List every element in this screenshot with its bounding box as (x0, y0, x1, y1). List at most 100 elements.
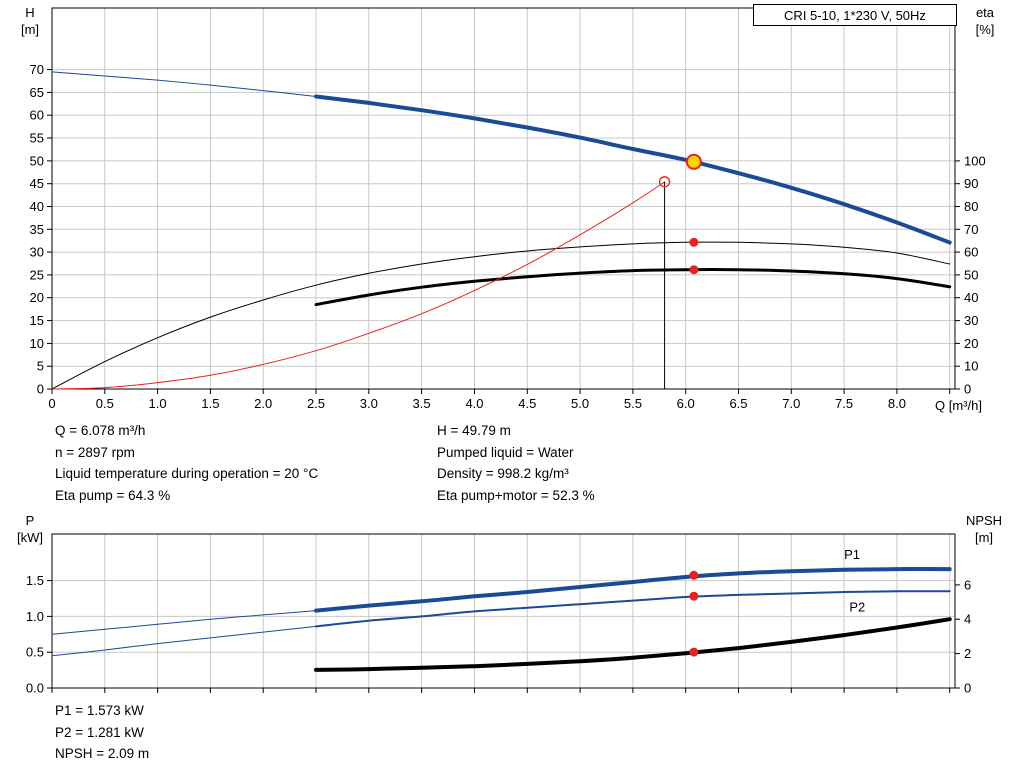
npsh-curve (314, 617, 952, 672)
svg-text:10: 10 (30, 336, 44, 351)
svg-text:6.5: 6.5 (729, 396, 747, 411)
duty-info-left: Q = 6.078 m³/h n = 2897 rpm Liquid tempe… (55, 420, 318, 506)
h-axis-title: H [m] (8, 4, 52, 38)
eta-pump-curve (51, 241, 951, 390)
power-info: P1 = 1.573 kW P2 = 1.281 kW NPSH = 2.09 … (55, 700, 149, 765)
duty-point (685, 153, 702, 170)
svg-text:55: 55 (30, 131, 44, 146)
power-npsh-chart: 0.0 0.5 1.0 1.5 0 2 4 6 P1 P2 (26, 533, 971, 696)
p1-duty (689, 570, 699, 580)
svg-text:1.0: 1.0 (26, 609, 44, 624)
svg-text:50: 50 (30, 153, 44, 168)
svg-text:5.5: 5.5 (624, 396, 642, 411)
info-line-eta-total: Eta pump+motor = 52.3 % (437, 487, 595, 503)
p-axis-symbol: P (25, 513, 35, 528)
svg-text:5: 5 (37, 359, 44, 374)
npsh-axis-symbol: NPSH (965, 513, 1003, 528)
svg-text:100: 100 (964, 153, 986, 168)
svg-text:3.5: 3.5 (413, 396, 431, 411)
eta-pump-duty (689, 237, 699, 247)
svg-text:0.0: 0.0 (26, 681, 44, 696)
svg-text:30: 30 (30, 245, 44, 260)
svg-text:0.5: 0.5 (96, 396, 114, 411)
svg-text:7.5: 7.5 (835, 396, 853, 411)
qh-eta-chart: 0 5 10 15 20 25 30 35 40 45 50 55 60 65 70 0 10 20 30 40 50 6… (30, 7, 986, 411)
svg-text:6: 6 (964, 577, 971, 592)
info-line-p2: P2 = 1.281 kW (55, 724, 144, 740)
svg-text:8.0: 8.0 (888, 396, 906, 411)
svg-text:45: 45 (30, 176, 44, 191)
series-label-p2: P2 (849, 599, 865, 614)
series-label-p1: P1 (844, 547, 860, 562)
npsh-axis-unit: [m] (974, 530, 994, 545)
svg-text:40: 40 (964, 290, 978, 305)
svg-text:1.5: 1.5 (201, 396, 219, 411)
p2-curve-low-flow (51, 625, 317, 657)
svg-text:30: 30 (964, 313, 978, 328)
info-line-p1: P1 = 1.573 kW (55, 703, 144, 718)
p-axis-unit: [kW] (17, 530, 43, 545)
svg-text:40: 40 (30, 199, 44, 214)
svg-text:4.0: 4.0 (465, 396, 483, 411)
svg-text:35: 35 (30, 222, 44, 237)
svg-text:50: 50 (964, 267, 978, 282)
svg-text:1.0: 1.0 (149, 396, 167, 411)
rated-point (658, 176, 671, 188)
p-axis-title: P [kW] (8, 512, 52, 546)
qh-curve-low-flow (51, 71, 317, 97)
svg-text:2.5: 2.5 (307, 396, 325, 411)
svg-text:7.0: 7.0 (782, 396, 800, 411)
npsh-axis-title: NPSH [m] (952, 512, 1016, 546)
pump-model-box: CRI 5-10, 1*230 V, 50Hz (753, 4, 957, 26)
svg-text:2.0: 2.0 (254, 396, 272, 411)
svg-text:10: 10 (964, 359, 978, 374)
info-line-speed: n = 2897 rpm (55, 444, 135, 460)
svg-text:1.5: 1.5 (26, 573, 44, 588)
svg-text:0: 0 (964, 681, 971, 696)
info-line-head: H = 49.79 m (437, 423, 511, 438)
svg-text:20: 20 (964, 336, 978, 351)
q-axis-title: Q [m³/h] (935, 398, 982, 413)
eta-pump-motor-duty (689, 265, 699, 275)
system-curve (51, 181, 666, 390)
svg-text:0: 0 (964, 382, 971, 397)
info-line-q: Q = 6.078 m³/h (55, 423, 146, 438)
p2-curve (315, 590, 951, 628)
svg-text:60: 60 (964, 245, 978, 260)
qh-curve (314, 94, 952, 245)
svg-text:15: 15 (30, 313, 44, 328)
svg-text:5.0: 5.0 (571, 396, 589, 411)
duty-info-right: H = 49.79 m Pumped liquid = Water Densit… (437, 420, 595, 506)
info-line-liquid: Pumped liquid = Water (437, 444, 574, 460)
info-line-density: Density = 998.2 kg/m³ (437, 466, 569, 482)
eta-axis-symbol: eta (975, 5, 995, 20)
eta-axis-title: eta [%] (962, 4, 1008, 38)
svg-text:4: 4 (964, 612, 971, 627)
svg-text:0: 0 (48, 396, 55, 411)
info-line-npsh: NPSH = 2.09 m (55, 746, 150, 762)
svg-text:20: 20 (30, 290, 44, 305)
eta-axis-unit: [%] (975, 22, 995, 37)
svg-text:60: 60 (30, 108, 44, 123)
p1-curve-low-flow (51, 610, 317, 635)
svg-text:0: 0 (37, 382, 44, 397)
svg-text:80: 80 (964, 199, 978, 214)
svg-text:6.0: 6.0 (677, 396, 695, 411)
svg-text:0.5: 0.5 (26, 645, 44, 660)
svg-text:3.0: 3.0 (360, 396, 378, 411)
eta-pump-motor-curve (314, 268, 952, 307)
svg-text:4.5: 4.5 (518, 396, 536, 411)
svg-text:65: 65 (30, 85, 44, 100)
h-axis-unit: [m] (20, 22, 40, 37)
svg-text:90: 90 (964, 176, 978, 191)
npsh-duty (689, 647, 699, 657)
svg-text:70: 70 (964, 222, 978, 237)
p1-curve (314, 567, 952, 613)
p2-duty (689, 591, 699, 601)
info-line-eta-pump: Eta pump = 64.3 % (55, 487, 171, 503)
svg-text:25: 25 (30, 267, 44, 282)
svg-text:2: 2 (964, 646, 971, 661)
info-line-temperature: Liquid temperature during operation = 20… (55, 466, 319, 482)
